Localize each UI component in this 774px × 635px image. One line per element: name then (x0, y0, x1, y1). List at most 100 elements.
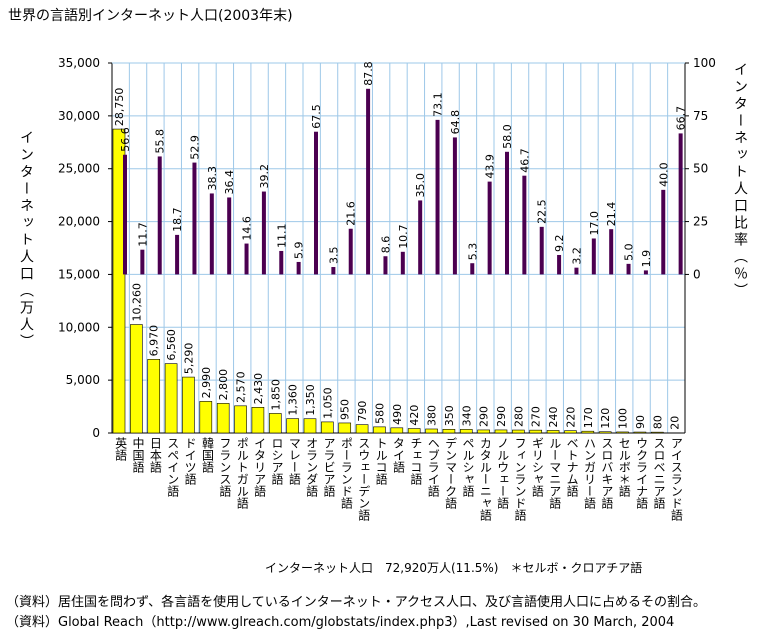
x-tick-label: ヘブライ語 (426, 437, 440, 497)
y-tick-label: 10,000 (58, 320, 100, 334)
bar (390, 427, 404, 434)
value-label: 10,260 (130, 283, 143, 322)
y-tick-label: 25,000 (58, 162, 100, 176)
bar (383, 256, 388, 275)
bar (366, 88, 371, 275)
x-tick-label: 中国語 (131, 436, 145, 473)
x-tick-label: ルーマニア語 (548, 437, 562, 509)
bar (452, 137, 457, 275)
x-tick-label: アイスランド語 (669, 437, 683, 521)
bar (661, 189, 666, 275)
bar (251, 407, 265, 434)
bar (557, 254, 562, 275)
bar (407, 428, 421, 434)
x-tick-label: オランダ語 (305, 437, 319, 497)
value-label: 1.9 (640, 250, 653, 268)
value-label: 5.0 (623, 243, 636, 261)
y2-tick-label: 25 (693, 215, 708, 229)
x-tick-label: ベトナム語 (565, 437, 579, 497)
value-label: 35.0 (414, 173, 427, 198)
value-label: 290 (495, 406, 508, 427)
x-tick-label: 英語 (114, 437, 128, 461)
bar (140, 249, 145, 275)
bar (435, 119, 440, 275)
bar (581, 430, 595, 434)
value-label: 350 (443, 405, 456, 426)
bar (418, 200, 423, 275)
bar (400, 251, 405, 275)
bar (216, 403, 230, 434)
bar (459, 429, 473, 434)
bar (227, 197, 232, 275)
value-label: 10.7 (397, 224, 410, 249)
bar (355, 424, 369, 434)
bar (123, 154, 127, 275)
value-label: 5.9 (293, 241, 306, 259)
bar (199, 401, 213, 434)
value-label: 1,360 (287, 384, 300, 416)
value-label: 55.8 (154, 129, 167, 154)
x-tick-label: ロシア語 (270, 437, 284, 485)
bar (338, 422, 352, 434)
bar (286, 418, 299, 434)
bar (348, 228, 353, 275)
x-tick-label: スロバキア語 (600, 437, 614, 509)
value-label: 43.9 (484, 154, 497, 179)
bar (157, 156, 162, 275)
value-label: 3.2 (570, 247, 583, 265)
bar (643, 270, 648, 275)
bar (261, 191, 266, 275)
value-label: 2,430 (252, 373, 265, 405)
x-tick-label: フランス語 (218, 437, 232, 497)
value-label: 1,850 (269, 379, 282, 411)
y-tick-label: 35,000 (58, 56, 100, 70)
value-label: 380 (426, 405, 439, 426)
bar (147, 359, 161, 434)
bar (234, 405, 247, 434)
value-label: 52.9 (188, 135, 201, 160)
bar (373, 426, 386, 434)
bar (331, 267, 336, 275)
value-label: 2,570 (235, 371, 248, 403)
value-label: 36.4 (223, 170, 236, 195)
value-label: 220 (564, 407, 577, 428)
value-label: 21.6 (345, 201, 358, 226)
x-tick-label: トルコ語 (374, 437, 388, 485)
value-label: 64.8 (449, 110, 462, 135)
x-tick-label: スロベニア語 (652, 437, 666, 509)
source: （資料）居住国を問わず、各言語を使用しているインターネット・アクセス人口、及び言… (6, 594, 706, 610)
bar (487, 181, 492, 275)
value-label: 46.7 (518, 148, 531, 173)
bar (164, 363, 178, 434)
x-tick-label: ポーランド語 (339, 437, 353, 509)
bar (546, 430, 560, 434)
bar (564, 430, 577, 434)
y-tick-label: 20,000 (58, 215, 100, 229)
x-tick-label: フィンランド語 (513, 437, 527, 521)
y2-tick-label: 100 (693, 56, 716, 70)
bar (314, 131, 318, 275)
bar (650, 431, 664, 434)
value-label: 580 (373, 403, 386, 424)
bar (591, 238, 596, 275)
bar (609, 229, 614, 275)
value-label: 490 (391, 404, 404, 425)
bar (175, 234, 180, 275)
bar (598, 431, 612, 434)
value-label: 38.3 (206, 166, 219, 191)
value-label: 280 (512, 406, 525, 427)
bar (477, 429, 490, 434)
value-label: 5.3 (466, 243, 479, 261)
bar (505, 151, 509, 275)
bar (321, 421, 334, 434)
x-tick-label: ペルシャ語 (461, 437, 475, 497)
bar (522, 175, 527, 275)
bar (425, 428, 438, 434)
bar (539, 226, 544, 275)
x-tick-label: チェコ語 (409, 437, 423, 485)
value-label: 14.6 (241, 216, 254, 241)
value-label: 39.2 (258, 164, 271, 189)
value-label: 21.4 (605, 202, 618, 227)
x-tick-label: アラビア語 (322, 437, 336, 497)
